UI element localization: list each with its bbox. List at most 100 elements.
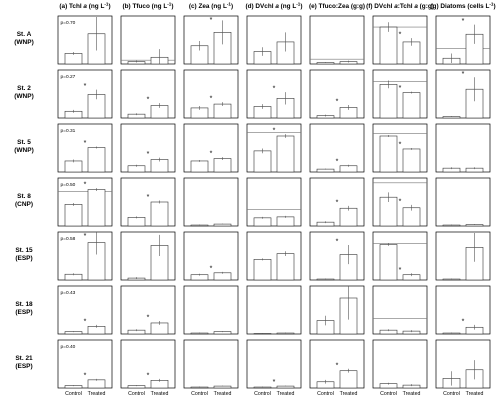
panel bbox=[246, 231, 302, 281]
panel-frame bbox=[57, 285, 113, 335]
panel: * bbox=[435, 69, 491, 119]
x-tick-label: Control bbox=[380, 391, 397, 397]
panel bbox=[120, 15, 176, 65]
significance-star: * bbox=[273, 86, 276, 93]
bar-treated bbox=[150, 201, 169, 227]
panel-frame bbox=[120, 15, 176, 65]
station-label: St. 5 (WNP) bbox=[14, 139, 34, 154]
x-tick-label: Control bbox=[128, 391, 145, 397]
panel-frame bbox=[57, 15, 113, 65]
p-value-label: p=0.43 bbox=[61, 290, 76, 296]
bar-treated bbox=[213, 272, 232, 281]
panel: * bbox=[309, 123, 365, 173]
significance-star: * bbox=[273, 379, 276, 386]
significance-star: * bbox=[210, 265, 213, 272]
panel-frame bbox=[435, 69, 491, 119]
significance-star: * bbox=[336, 199, 339, 206]
significance-star: * bbox=[84, 233, 87, 240]
panel-frame bbox=[309, 285, 365, 335]
column-title: (d) DVchl a (ng L-1) bbox=[245, 2, 302, 11]
station-label: St. 8 (CNP) bbox=[15, 193, 33, 208]
p-value-label: p=0.50 bbox=[61, 182, 76, 188]
panel: * bbox=[246, 69, 302, 119]
station-label: St. 21 (ESP) bbox=[15, 355, 33, 370]
p-value-label: p=0.40 bbox=[61, 344, 76, 350]
panel-frame bbox=[435, 231, 491, 281]
panel-frame bbox=[57, 177, 113, 227]
bar-control bbox=[253, 217, 272, 227]
panel-frame bbox=[246, 339, 302, 389]
bar-treated bbox=[213, 103, 232, 119]
bar-treated bbox=[276, 216, 295, 227]
significance-star: * bbox=[84, 318, 87, 325]
panel: * bbox=[120, 177, 176, 227]
panel-frame bbox=[372, 69, 428, 119]
station-label: St. 2 (WNP) bbox=[14, 85, 34, 100]
panel: * bbox=[183, 15, 239, 65]
panel: * bbox=[372, 15, 428, 65]
panel: Control Treated bbox=[435, 339, 491, 397]
panel-frame bbox=[309, 177, 365, 227]
panel-frame bbox=[435, 339, 491, 389]
bar-treated bbox=[87, 147, 106, 173]
panel: Control Treated bbox=[372, 339, 428, 397]
panel-frame bbox=[183, 177, 239, 227]
significance-star: * bbox=[399, 32, 402, 39]
bar-treated bbox=[87, 189, 106, 227]
panel bbox=[372, 285, 428, 335]
panel: * Control Treated bbox=[309, 339, 365, 397]
significance-star: * bbox=[147, 151, 150, 158]
panel-frame bbox=[309, 15, 365, 65]
column-title: (c) Zea (ng L-1) bbox=[189, 2, 233, 11]
panel: * p=0.58 bbox=[57, 231, 113, 281]
bar-control bbox=[379, 135, 398, 173]
panel-frame bbox=[120, 177, 176, 227]
bar-control bbox=[127, 217, 146, 227]
column-title: (g) Diatoms (cells L-1) bbox=[430, 2, 495, 11]
panel-frame bbox=[435, 285, 491, 335]
panel bbox=[246, 15, 302, 65]
x-tick-label: Treated bbox=[340, 391, 358, 397]
panel bbox=[246, 285, 302, 335]
panel: * Control Treated bbox=[120, 339, 176, 397]
panel-frame bbox=[372, 15, 428, 65]
bar-control bbox=[379, 26, 398, 65]
x-tick-label: Treated bbox=[403, 391, 421, 397]
panel-frame bbox=[57, 123, 113, 173]
significance-star: * bbox=[84, 182, 87, 189]
panel: * bbox=[372, 69, 428, 119]
significance-star: * bbox=[336, 158, 339, 165]
panel-frame bbox=[246, 231, 302, 281]
panel-frame bbox=[120, 69, 176, 119]
significance-star: * bbox=[210, 151, 213, 158]
panel bbox=[435, 177, 491, 227]
panel-frame bbox=[183, 123, 239, 173]
p-value-label: p=0.27 bbox=[61, 74, 76, 80]
panel: * bbox=[183, 69, 239, 119]
panel: * bbox=[309, 177, 365, 227]
x-tick-label: Treated bbox=[466, 391, 484, 397]
panel bbox=[183, 285, 239, 335]
significance-star: * bbox=[84, 372, 87, 379]
panel-frame bbox=[372, 177, 428, 227]
panel-frame bbox=[309, 69, 365, 119]
panel: * p=0.31 bbox=[57, 123, 113, 173]
panel: * p=0.43 bbox=[57, 285, 113, 335]
panel: * bbox=[120, 69, 176, 119]
column-title: (e) Tfuco:Zea (g:g) bbox=[309, 3, 365, 10]
significance-star: * bbox=[84, 83, 87, 90]
bar-treated bbox=[339, 370, 358, 389]
panel-frame bbox=[246, 285, 302, 335]
panel: * bbox=[309, 69, 365, 119]
panel-frame bbox=[246, 123, 302, 173]
column-title: (a) Tchl a (ng L-1) bbox=[59, 2, 110, 11]
panel bbox=[309, 285, 365, 335]
bar-control bbox=[190, 160, 209, 173]
panel-frame bbox=[120, 285, 176, 335]
x-tick-label: Control bbox=[443, 391, 460, 397]
panel: p=0.70 bbox=[57, 15, 113, 65]
bar-control bbox=[379, 244, 398, 281]
significance-star: * bbox=[462, 318, 465, 325]
panel-frame bbox=[372, 231, 428, 281]
panel-frame bbox=[183, 69, 239, 119]
